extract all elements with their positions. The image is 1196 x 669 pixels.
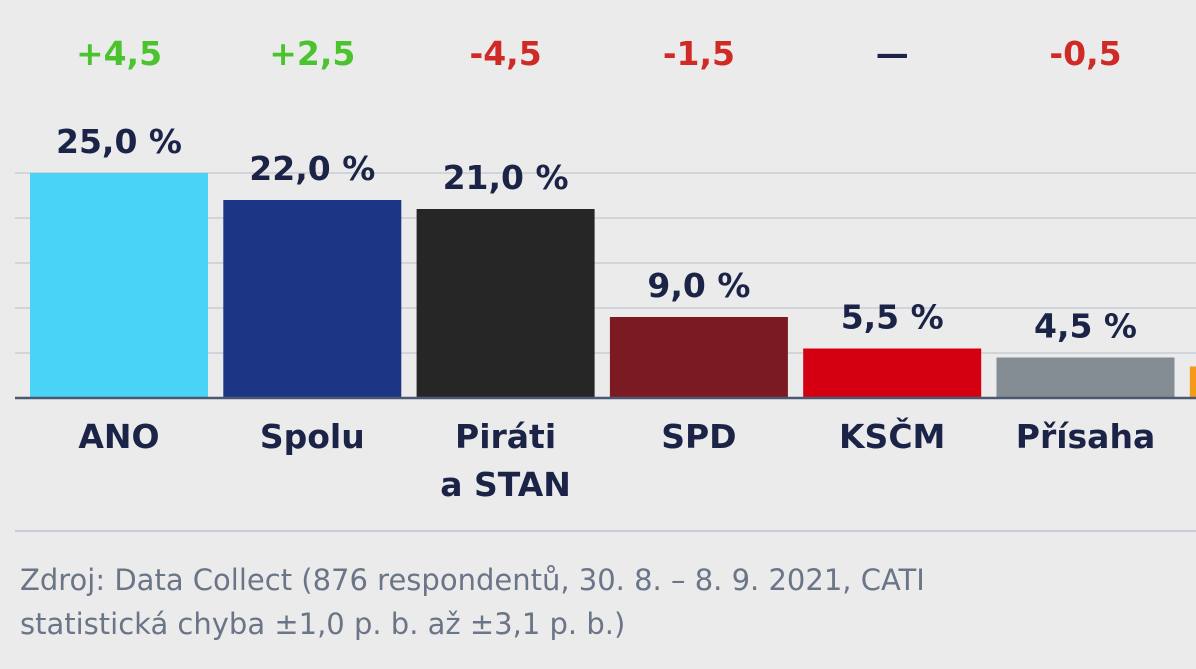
category-label: a STAN: [440, 465, 571, 504]
category-label: SPD: [661, 417, 736, 456]
value-label: 9,0 %: [647, 266, 750, 305]
bar: [1189, 366, 1196, 398]
source-note: Zdroj: Data Collect (876 respondentů, 30…: [20, 558, 1196, 646]
bar: [609, 317, 788, 398]
source-line-2: statistická chyba ±1,0 p. b. až ±3,1 p. …: [20, 607, 626, 641]
change-label: +2,5: [269, 34, 355, 73]
value-label: 21,0 %: [443, 158, 569, 197]
change-label: +4,5: [76, 34, 162, 73]
category-label: KSČM: [839, 416, 945, 456]
value-label: 22,0 %: [249, 149, 375, 188]
value-label: 25,0 %: [56, 122, 182, 161]
bar: [996, 357, 1175, 398]
bar: [416, 209, 595, 398]
bar: [30, 173, 208, 398]
category-label: Piráti: [455, 417, 556, 456]
change-label: -0,5: [1049, 34, 1121, 73]
value-label: 5,5 %: [841, 298, 944, 337]
change-label: —: [876, 34, 909, 73]
source-line-1: Zdroj: Data Collect (876 respondentů, 30…: [20, 563, 925, 597]
value-label: 4,5 %: [1034, 307, 1137, 346]
category-label: Přísaha: [1016, 417, 1155, 456]
change-label: -4,5: [470, 34, 542, 73]
category-label: ANO: [78, 417, 159, 456]
bar: [803, 348, 982, 398]
bar: [223, 200, 402, 398]
change-label: -1,5: [663, 34, 735, 73]
category-label: Spolu: [260, 417, 365, 456]
